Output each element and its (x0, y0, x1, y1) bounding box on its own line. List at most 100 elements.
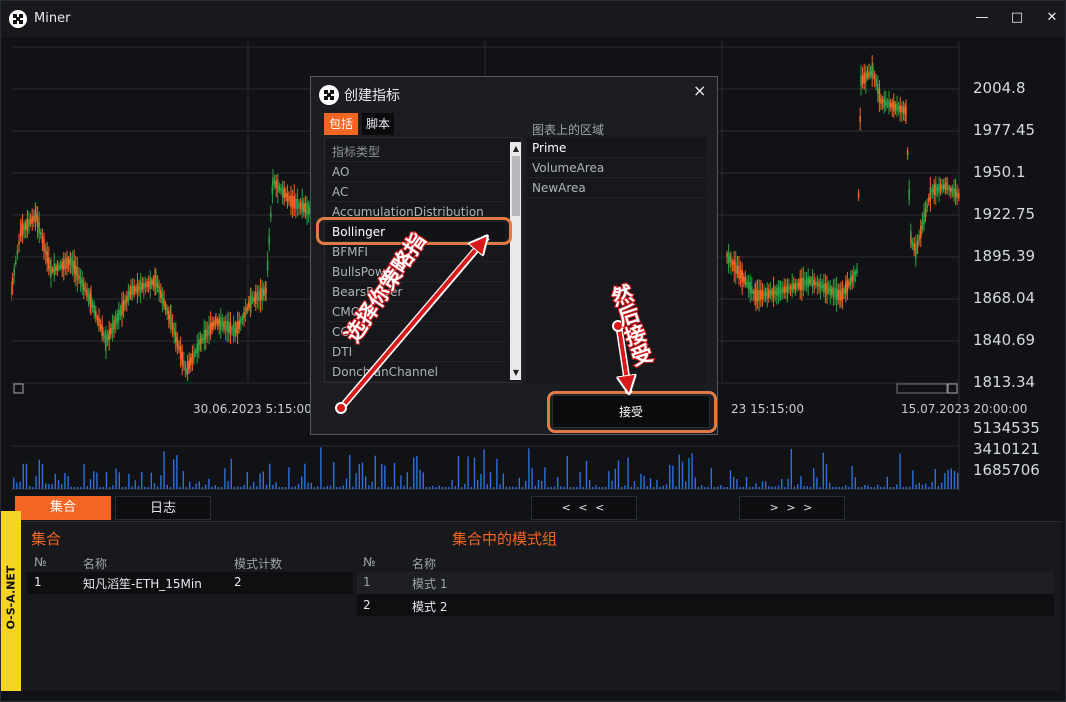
candle-body (144, 283, 147, 288)
area-item[interactable]: VolumeArea (527, 158, 707, 178)
candle-body (738, 266, 740, 279)
candle-body (891, 102, 893, 109)
area-item-selected[interactable]: Prime (527, 138, 707, 158)
list-header: 指标类型 (325, 142, 505, 162)
candle-body (845, 282, 847, 295)
scroll-up-icon[interactable]: ▲ (512, 144, 520, 153)
chart-canvas[interactable] (11, 41, 1057, 491)
volume-bar (496, 458, 498, 489)
list-item-selected[interactable]: Bollinger (325, 222, 505, 242)
list-item[interactable]: BFMFI (325, 242, 505, 262)
volume-bar (77, 486, 79, 489)
maximize-button[interactable]: □ (1010, 10, 1024, 25)
title-bar: Miner — □ ✕ (1, 1, 1065, 37)
candle-body (293, 196, 295, 209)
close-window-button[interactable]: ✕ (1046, 10, 1058, 25)
candle-body (764, 292, 767, 296)
volume-bar (432, 485, 434, 489)
volume-bar (441, 486, 444, 489)
tab-script[interactable]: 脚本 (362, 113, 394, 135)
list-item[interactable]: AO (325, 162, 505, 182)
volume-bar (585, 460, 588, 489)
scroll-thumb[interactable] (512, 156, 520, 216)
candle-body (271, 186, 274, 195)
list-item[interactable]: BullsPower (325, 262, 505, 282)
candle-body (139, 281, 142, 293)
candle-body (841, 287, 844, 300)
volume-bar (365, 476, 367, 489)
volume-bar (166, 484, 168, 489)
chart-area-list[interactable] (527, 137, 707, 383)
volume-bar (83, 464, 85, 489)
price-chart[interactable]: 2004.8 1977.45 1950.1 1922.75 1895.39 18… (11, 41, 1057, 491)
candle-body (953, 188, 955, 197)
volume-bar (717, 486, 719, 489)
list-item[interactable]: DTI (325, 342, 505, 362)
candle-body (41, 235, 44, 243)
candle-body (946, 184, 949, 190)
candle-body (209, 322, 212, 334)
table-row[interactable] (27, 572, 353, 594)
table-row[interactable] (357, 594, 1054, 616)
volume-bar (909, 486, 911, 489)
candle-body (105, 334, 107, 348)
candle-body (116, 314, 118, 323)
volume-bar (608, 471, 610, 489)
candle-body (731, 261, 734, 265)
candle-body (59, 264, 62, 269)
indicator-list[interactable]: 指标类型 AO AC AccumulationDistribution Boll… (324, 137, 522, 383)
candle-body (291, 196, 294, 207)
volume-bar (390, 486, 392, 489)
candle-body (220, 317, 222, 330)
candle-body (183, 360, 185, 368)
column-header: 名称 (83, 557, 108, 571)
candle-body (81, 279, 83, 288)
volume-bar (96, 472, 98, 489)
list-scrollbar[interactable]: ▲ ▼ (510, 142, 521, 380)
volume-bar (381, 464, 383, 489)
tab-included[interactable]: 包括 (324, 113, 358, 135)
candle-body (865, 71, 867, 83)
candle-body (78, 275, 80, 279)
candle-body (28, 219, 30, 227)
candle-body (902, 106, 905, 114)
side-badge[interactable]: O-S-A.NET (1, 511, 21, 691)
candle-body (238, 320, 240, 329)
scroll-handle-icon (13, 383, 24, 394)
candle-body (752, 290, 755, 295)
volume-bar (659, 486, 661, 489)
pager-prev-button[interactable]: < < < (531, 496, 637, 520)
area-item[interactable]: NewArea (527, 178, 707, 198)
minimize-button[interactable]: — (975, 10, 989, 25)
volume-bar (38, 459, 40, 489)
list-item[interactable]: AC (325, 182, 505, 202)
volume-bar (182, 471, 184, 489)
candle-body (119, 308, 122, 316)
list-item[interactable]: BearsPower (325, 282, 505, 302)
candle-body (79, 276, 82, 284)
volume-bar (153, 483, 156, 489)
column-header: 模式计数 (234, 557, 283, 571)
candle-body (771, 290, 773, 296)
table-row[interactable] (357, 572, 1054, 594)
list-item[interactable]: CCI (325, 322, 505, 342)
volume-bar (291, 486, 293, 489)
candle-body (171, 322, 174, 330)
candle-body (51, 268, 54, 272)
volume-bar (854, 477, 856, 489)
column-header: № (34, 555, 47, 569)
volume-bar (941, 482, 943, 489)
candle-body (256, 293, 259, 301)
scroll-down-icon[interactable]: ▼ (512, 368, 520, 377)
candle-body (824, 283, 827, 293)
column-header: 名称 (412, 557, 437, 571)
tab-collections[interactable]: 集合 (15, 496, 111, 520)
list-item[interactable]: AccumulationDistribution (325, 202, 505, 222)
close-icon[interactable]: × (693, 81, 707, 100)
volume-bar (400, 475, 402, 489)
volume-bar (624, 485, 626, 489)
volume-bar (358, 464, 360, 489)
tab-log[interactable]: 日志 (115, 496, 211, 520)
pager-next-button[interactable]: > > > (739, 496, 845, 520)
list-item[interactable]: DonchianChannel (325, 362, 505, 382)
